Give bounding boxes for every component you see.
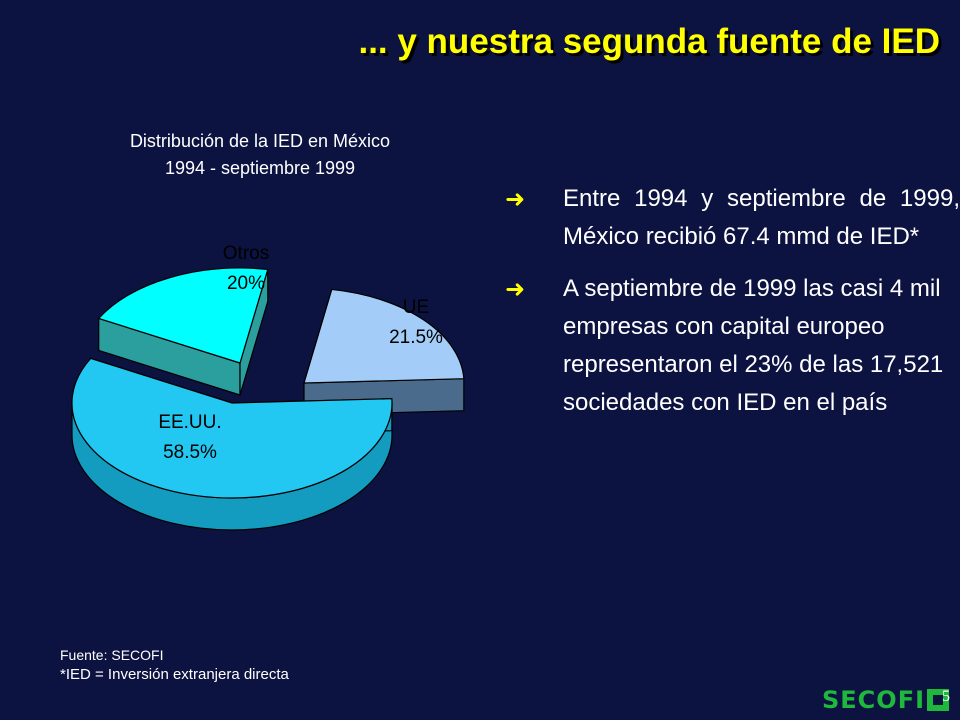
slice-label: EE.UU. xyxy=(158,412,221,433)
slice-value-label: 20% xyxy=(227,273,265,294)
logo-mark-icon xyxy=(927,689,950,711)
source-note: Fuente: SECOFI xyxy=(60,647,164,663)
logo-text: SECOFI xyxy=(822,686,926,714)
bullet-item: ➜ Entre 1994 y septiembre de 1999, Méxic… xyxy=(505,180,960,256)
footnote: *IED = Inversión extranjera directa xyxy=(60,666,289,683)
slide-title: ... y nuestra segunda fuente de IED xyxy=(358,22,940,61)
arrow-right-icon: ➜ xyxy=(505,185,526,213)
bullet-item: ➜ A septiembre de 1999 las casi 4 mil em… xyxy=(505,270,960,422)
slice-value-label: 21.5% xyxy=(389,327,443,348)
bullet-text: Entre 1994 y septiembre de 1999, México … xyxy=(563,185,960,250)
chart-title-block: Distribución de la IED en México 1994 - … xyxy=(60,128,460,182)
slice-label: UE xyxy=(403,297,429,318)
pie-slice-eeuu xyxy=(71,357,393,531)
slice-label: Otros xyxy=(223,243,269,264)
page-number: 5 xyxy=(942,688,950,705)
chart-subtitle: 1994 - septiembre 1999 xyxy=(164,158,356,178)
bullet-list: ➜ Entre 1994 y septiembre de 1999, Méxic… xyxy=(505,180,960,422)
pie-slice-ue xyxy=(303,288,465,416)
pie-chart: Otros 20% UE 21.5% EE.UU. 58.5% xyxy=(71,243,465,531)
chart-title: Distribución de la IED en México xyxy=(129,131,391,151)
secofi-logo: SECOFI xyxy=(822,686,950,714)
footer: Fuente: SECOFI *IED = Inversión extranje… xyxy=(60,646,289,684)
pie-slice-otros xyxy=(97,267,269,396)
bullet-text: A septiembre de 1999 las casi 4 mil empr… xyxy=(563,275,944,416)
arrow-right-icon: ➜ xyxy=(505,275,526,303)
slice-value-label: 58.5% xyxy=(163,442,217,463)
